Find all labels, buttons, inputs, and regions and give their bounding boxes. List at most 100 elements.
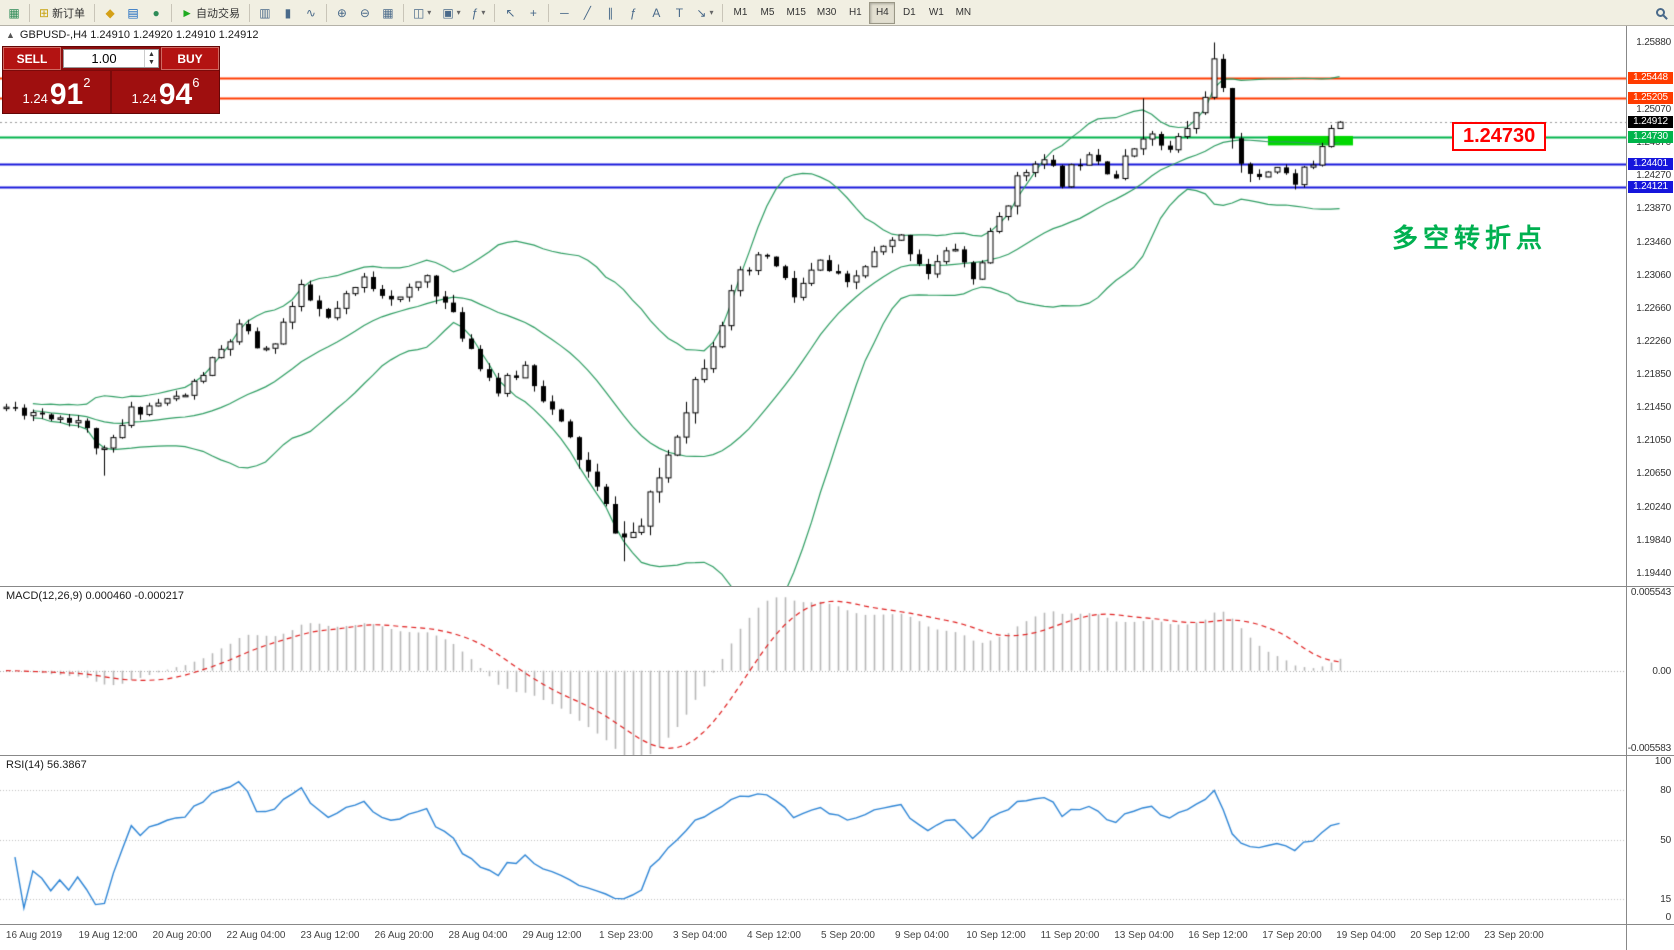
sell-button-label: SELL	[16, 51, 48, 66]
volume-increase-icon[interactable]: ▲	[148, 50, 155, 58]
candlestick-chart[interactable]	[0, 26, 1626, 586]
rsi-chart[interactable]	[0, 756, 1626, 924]
text-button[interactable]: A	[645, 2, 667, 24]
volume-decrease-icon[interactable]: ▼	[148, 58, 155, 66]
sell-price-prefix: 1.24	[22, 91, 48, 106]
equidistant-channel-button[interactable]: ∥	[599, 2, 621, 24]
sell-price-pip: 2	[83, 75, 91, 90]
new-order-button[interactable]: ⊞ 新订单	[34, 2, 90, 24]
candlestick-chart-type-icon: ▮	[284, 5, 292, 20]
price-axis-label: 1.25070	[1636, 104, 1671, 115]
buy-price[interactable]: 1.24 94 6	[112, 71, 219, 113]
cursor-icon: ↖	[505, 5, 516, 20]
macd-axis-label: 0.00	[1652, 666, 1671, 677]
strategy-tester-icon: ●	[152, 5, 160, 20]
buy-button[interactable]: BUY	[161, 47, 219, 70]
price-axis[interactable]: 1.258801.250701.246701.242701.238701.234…	[1626, 26, 1674, 950]
search-button[interactable]	[1649, 2, 1671, 24]
indicators-icon: ƒ	[471, 5, 479, 20]
macd-label: MACD(12,26,9) 0.000460 -0.000217	[6, 590, 184, 602]
price-level-badge[interactable]: 1.25205	[1628, 92, 1673, 104]
arrows-icon: ↘	[696, 5, 707, 20]
price-axis-label: 1.22660	[1636, 303, 1671, 314]
rsi-label: RSI(14) 56.3867	[6, 759, 87, 771]
volume-input[interactable]	[64, 50, 144, 67]
horizontal-line-button[interactable]: ─	[553, 2, 575, 24]
timeframe-h1-button[interactable]: H1	[842, 2, 868, 24]
time-axis-label: 23 Aug 12:00	[300, 930, 360, 941]
chart-column: ▲ GBPUSD-,H4 1.24910 1.24920 1.24910 1.24…	[0, 26, 1626, 950]
toolbar-separator	[248, 3, 250, 22]
time-axis[interactable]: 16 Aug 2019 19 Aug 12:00 20 Aug 20:00 22 Au…	[0, 925, 1626, 950]
profiles-button[interactable]: ▣ ▾	[437, 2, 465, 24]
trendline-button[interactable]: ╱	[576, 2, 598, 24]
label-button[interactable]: T	[668, 2, 690, 24]
price-level-badge[interactable]: 1.24730	[1628, 131, 1673, 143]
price-level-badge[interactable]: 1.24121	[1628, 181, 1673, 193]
timeframe-m15-button-label: M15	[786, 7, 806, 18]
price-axis-label: 1.19840	[1636, 535, 1671, 546]
timeframe-m15-button[interactable]: M15	[781, 2, 810, 24]
equidistant-channel-icon: ∥	[607, 5, 614, 20]
volume-stepper[interactable]: ▲ ▼	[144, 50, 158, 67]
timeframe-h4-button[interactable]: H4	[869, 1, 896, 24]
price-chart-panel: ▲ GBPUSD-,H4 1.24910 1.24920 1.24910 1.24…	[0, 26, 1626, 587]
timeframe-d1-button[interactable]: D1	[896, 2, 922, 24]
price-axis-label: 1.24270	[1636, 170, 1671, 181]
time-axis-label: 29 Aug 12:00	[522, 930, 582, 941]
macd-panel: MACD(12,26,9) 0.000460 -0.000217	[0, 587, 1626, 756]
autotrading-button[interactable]: ► 自动交易	[176, 2, 245, 24]
tile-windows-button[interactable]: ▦	[377, 2, 399, 24]
timeframe-m30-button[interactable]: M30	[812, 2, 841, 24]
macd-axis-label: -0.005583	[1627, 743, 1671, 754]
sell-price[interactable]: 1.24 91 2	[3, 71, 110, 113]
collapse-panel-icon[interactable]: ▲	[6, 30, 15, 40]
time-axis-label: 9 Sep 04:00	[895, 930, 949, 941]
trade-panel-divider	[110, 71, 112, 113]
sell-button[interactable]: SELL	[3, 47, 61, 70]
zoom-in-icon: ⊕	[336, 5, 347, 20]
chart-ohlc-header: ▲ GBPUSD-,H4 1.24910 1.24920 1.24910 1.24…	[6, 29, 258, 41]
timeframe-mn-button[interactable]: MN	[950, 2, 976, 24]
bar-chart-type-icon: ▥	[259, 5, 271, 20]
macd-axis-label: 0.005543	[1630, 587, 1671, 598]
zoom-out-button[interactable]: ⊖	[354, 2, 376, 24]
time-axis-label: 16 Sep 12:00	[1188, 930, 1248, 941]
fibonacci-button[interactable]: ƒ	[622, 2, 644, 24]
cursor-button[interactable]: ↖	[499, 2, 521, 24]
timeframe-m1-button[interactable]: M1	[727, 2, 753, 24]
line-chart-type-button[interactable]: ∿	[300, 2, 322, 24]
candlestick-chart-type-button[interactable]: ▮	[277, 2, 299, 24]
data-window-button[interactable]: ▤	[122, 2, 144, 24]
level-callout[interactable]: 1.24730	[1452, 122, 1547, 151]
price-axis-label: 1.19440	[1636, 568, 1671, 579]
time-axis-label: 22 Aug 04:00	[226, 930, 286, 941]
toolbar-separator	[494, 3, 496, 22]
timeframe-w1-button-label: W1	[928, 7, 944, 18]
price-axis-label: 1.23060	[1636, 270, 1671, 281]
macd-chart[interactable]	[0, 587, 1626, 755]
buy-price-big: 94	[158, 78, 193, 111]
annotation-note[interactable]: 多空转折点	[1392, 223, 1548, 253]
crosshair-button[interactable]: +	[522, 2, 544, 24]
market-watch-button[interactable]: ◆	[99, 2, 121, 24]
zoom-out-icon: ⊖	[359, 5, 370, 20]
rsi-axis-label: 50	[1660, 835, 1671, 846]
timeframe-w1-button[interactable]: W1	[923, 2, 949, 24]
trendline-icon: ╱	[583, 5, 591, 20]
current-price-badge: 1.24912	[1628, 116, 1673, 128]
autotrading-button-label: 自动交易	[195, 7, 240, 20]
arrows-button[interactable]: ↘ ▾	[691, 2, 718, 24]
volume-field: ▲ ▼	[63, 49, 159, 68]
timeframe-m5-button[interactable]: M5	[754, 2, 780, 24]
price-level-badge[interactable]: 1.25448	[1628, 72, 1673, 84]
strategy-tester-button[interactable]: ●	[145, 2, 167, 24]
indicators-button[interactable]: ƒ ▾	[467, 2, 491, 24]
charts-window-button[interactable]: ▦	[3, 2, 25, 24]
bar-chart-type-button[interactable]: ▥	[254, 2, 276, 24]
zoom-in-button[interactable]: ⊕	[331, 2, 353, 24]
price-level-badge[interactable]: 1.24401	[1628, 158, 1673, 170]
timeframe-m30-button-label: M30	[816, 7, 837, 18]
time-axis-label: 13 Sep 04:00	[1114, 930, 1174, 941]
new-chart-button[interactable]: ◫ ▾	[408, 2, 436, 24]
